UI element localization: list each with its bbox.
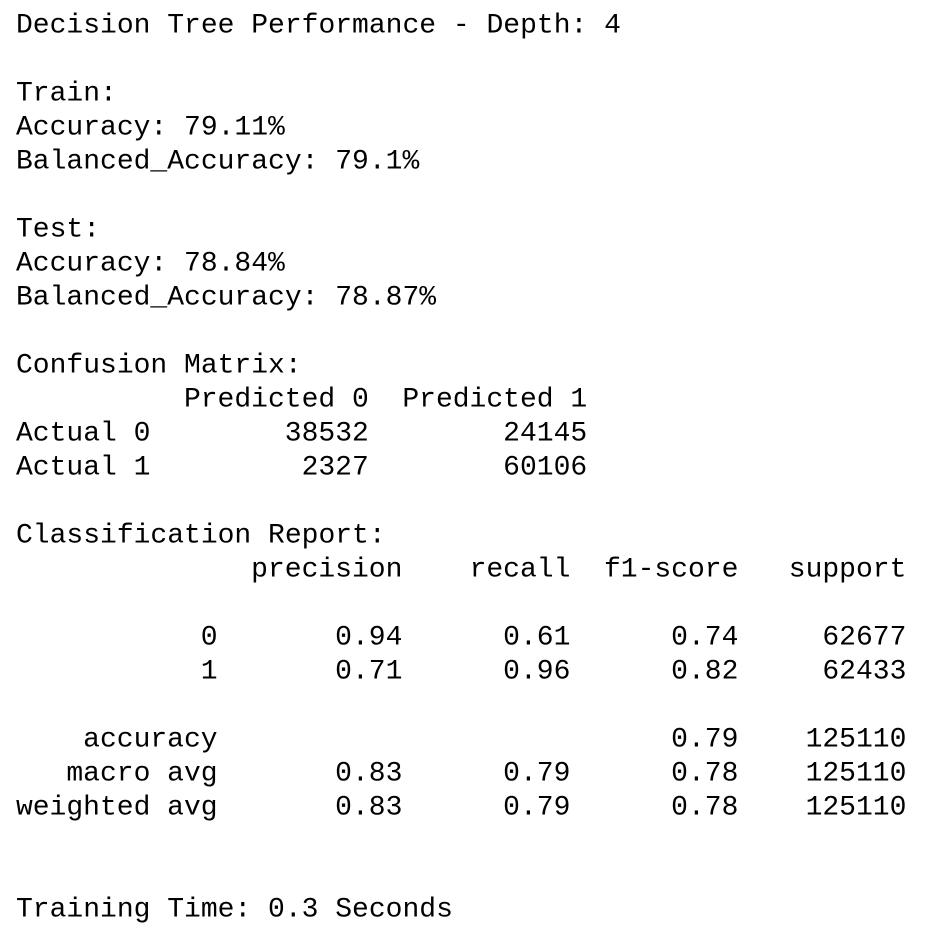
report-cell: 125110 [806,758,907,789]
row-label: weighted avg [16,792,218,823]
metric-line: Balanced_Accuracy: 79.1% [16,146,419,177]
section-heading: Classification Report: [16,520,386,551]
report-cell: 62677 [822,622,906,653]
report-cell: 0.79 [503,792,570,823]
column-header: recall [470,554,571,585]
metric-line: Accuracy: 78.84% [16,248,285,279]
report-cell: 0.71 [335,656,402,687]
report-cell: 0.74 [671,622,738,653]
column-header: Predicted 1 [402,384,587,415]
report-cell: 0.83 [335,792,402,823]
column-header: precision [251,554,402,585]
row-label: 1 [201,656,218,687]
column-header: Predicted 0 [184,384,369,415]
metric-line: Accuracy: 79.11% [16,112,285,143]
row-label: accuracy [83,724,217,755]
footer: Training Time: 0.3 Seconds [16,894,453,925]
report-cell: 125110 [806,724,907,755]
report-cell: 0.83 [335,758,402,789]
report-cell: 0.94 [335,622,402,653]
row-label: Actual 1 [16,452,150,483]
title: Decision Tree Performance - Depth: 4 [16,10,621,41]
report-cell: 0.78 [671,758,738,789]
report-cell: 0.79 [671,724,738,755]
matrix-cell: 38532 [285,418,369,449]
report-cell: 0.82 [671,656,738,687]
column-header: f1-score [604,554,738,585]
report-cell: 0.79 [503,758,570,789]
report-cell: 125110 [806,792,907,823]
report-cell: 0.96 [503,656,570,687]
report-cell: 0.61 [503,622,570,653]
column-header: support [789,554,907,585]
report-cell: 0.78 [671,792,738,823]
section-heading: Test: [16,214,100,245]
metric-line: Balanced_Accuracy: 78.87% [16,282,436,313]
matrix-cell: 2327 [302,452,369,483]
row-label: 0 [201,622,218,653]
row-label: macro avg [66,758,217,789]
matrix-cell: 24145 [503,418,587,449]
section-heading: Train: [16,78,117,109]
row-label: Actual 0 [16,418,150,449]
report-cell: 62433 [822,656,906,687]
matrix-cell: 60106 [503,452,587,483]
section-heading: Confusion Matrix: [16,350,302,381]
